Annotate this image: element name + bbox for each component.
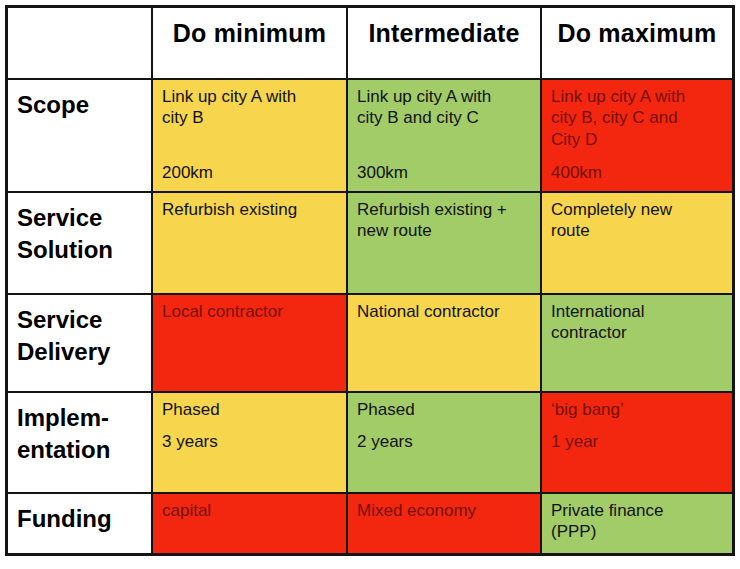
- column-header-do-maximum: Do maximum: [542, 8, 732, 80]
- cell-service-delivery-intermediate: National contractor: [348, 295, 542, 393]
- cell-text: Completely new route: [551, 199, 672, 242]
- cell-service-delivery-do-maximum: International contractor: [542, 295, 732, 393]
- cell-implementation-do-maximum: ‘big bang’ 1 year: [542, 393, 732, 494]
- cell-text: Phased: [162, 399, 220, 420]
- cell-service-solution-intermediate: Refurbish existing + new route: [348, 193, 542, 295]
- cell-text: Refurbish existing: [162, 199, 297, 220]
- header-empty-cell: [8, 8, 153, 80]
- cell-subtext: 3 years: [162, 431, 218, 452]
- cell-service-solution-do-minimum: Refurbish existing: [153, 193, 348, 295]
- cell-text: Link up city A with city B: [162, 86, 296, 129]
- cell-text: Local contractor: [162, 301, 283, 322]
- cell-implementation-intermediate: Phased 2 years: [348, 393, 542, 494]
- cell-text: Private finance (PPP): [551, 500, 663, 543]
- cell-subtext: 200km: [162, 162, 213, 183]
- cell-text: International contractor: [551, 301, 645, 344]
- cell-text: Link up city A with city B, city C and C…: [551, 86, 685, 150]
- cell-text: Phased: [357, 399, 415, 420]
- cell-subtext: 1 year: [551, 431, 598, 452]
- row-label-implementation: Implem- entation: [8, 393, 153, 494]
- cell-service-solution-do-maximum: Completely new route: [542, 193, 732, 295]
- cell-text: capital: [162, 500, 211, 521]
- row-label-funding: Funding: [8, 494, 153, 553]
- cell-funding-do-minimum: capital: [153, 494, 348, 553]
- cell-text: National contractor: [357, 301, 500, 322]
- cell-funding-do-maximum: Private finance (PPP): [542, 494, 732, 553]
- cell-implementation-do-minimum: Phased 3 years: [153, 393, 348, 494]
- cell-funding-intermediate: Mixed economy: [348, 494, 542, 553]
- options-matrix-table: Do minimum Intermediate Do maximum Scope…: [5, 5, 735, 556]
- column-header-intermediate: Intermediate: [348, 8, 542, 80]
- cell-scope-do-maximum: Link up city A with city B, city C and C…: [542, 80, 732, 193]
- column-header-do-minimum: Do minimum: [153, 8, 348, 80]
- cell-text: Mixed economy: [357, 500, 476, 521]
- row-label-scope: Scope: [8, 80, 153, 193]
- cell-subtext: 2 years: [357, 431, 413, 452]
- cell-service-delivery-do-minimum: Local contractor: [153, 295, 348, 393]
- cell-text: Link up city A with city B and city C: [357, 86, 491, 129]
- cell-scope-intermediate: Link up city A with city B and city C 30…: [348, 80, 542, 193]
- cell-text: Refurbish existing + new route: [357, 199, 507, 242]
- page: { "colors": { "yellow": "#F7D64E", "gree…: [0, 0, 740, 569]
- cell-subtext: 400km: [551, 162, 602, 183]
- row-label-service-delivery: Service Delivery: [8, 295, 153, 393]
- cell-scope-do-minimum: Link up city A with city B 200km: [153, 80, 348, 193]
- cell-text: ‘big bang’: [551, 399, 624, 420]
- row-label-service-solution: Service Solution: [8, 193, 153, 295]
- cell-subtext: 300km: [357, 162, 408, 183]
